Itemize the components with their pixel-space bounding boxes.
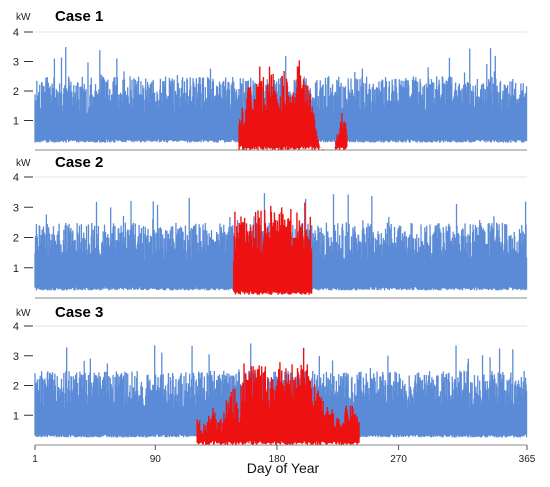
panel-1-plot-area — [34, 31, 528, 151]
x-axis-title: Day of Year — [247, 460, 320, 476]
panel-3-y-tick-label-1: 1 — [13, 410, 19, 422]
panel-case-1: kW Case 1 1 2 3 4 — [13, 8, 528, 151]
x-tick-label-90: 90 — [150, 454, 162, 465]
panel-1-y-tick-label-4: 4 — [13, 27, 19, 39]
x-tick-label-180: 180 — [269, 454, 286, 465]
panel-3-series-highlight — [196, 347, 360, 445]
panel-3-title: Case 3 — [55, 304, 103, 321]
panel-1-y-tick-label-3: 3 — [13, 57, 19, 69]
panel-2-y-axis: 1 2 3 4 — [13, 172, 33, 275]
panel-1-y-tick-label-1: 1 — [13, 116, 19, 128]
x-axis: 1 90 180 270 365 — [32, 445, 536, 465]
panel-2-y-tick-label-4: 4 — [13, 172, 19, 184]
panel-case-3: kW Case 3 1 2 3 4 — [13, 304, 528, 446]
panel-1-highlight-trace — [238, 60, 348, 150]
panel-2-y-tick-label-1: 1 — [13, 263, 19, 275]
panel-3-y-tick-label-3: 3 — [13, 351, 19, 363]
panel-1-y-tick-label-2: 2 — [13, 86, 19, 98]
panel-2-series-highlight — [232, 202, 313, 295]
panel-3-plot-area — [34, 325, 528, 446]
x-tick-label-1: 1 — [32, 454, 38, 465]
panel-1-unit-label: kW — [16, 12, 31, 23]
panel-case-2: kW Case 2 1 2 3 4 — [13, 154, 528, 299]
panel-3-y-tick-label-4: 4 — [13, 321, 19, 333]
panel-3-highlight-trace — [196, 347, 360, 445]
panel-3-y-tick-label-2: 2 — [13, 381, 19, 393]
panel-2-y-tick-label-2: 2 — [13, 233, 19, 245]
panel-1-y-axis: 1 2 3 4 — [13, 27, 33, 128]
panel-2-title: Case 2 — [55, 154, 103, 171]
panel-2-highlight-trace — [232, 202, 313, 295]
panel-3-y-axis: 1 2 3 4 — [13, 321, 33, 422]
panel-1-title: Case 1 — [55, 8, 103, 25]
x-tick-label-270: 270 — [390, 454, 407, 465]
panel-1-series-highlight — [238, 60, 348, 150]
panel-2-unit-label: kW — [16, 158, 31, 169]
x-tick-label-365: 365 — [519, 454, 536, 465]
panel-3-unit-label: kW — [16, 308, 31, 319]
panel-2-plot-area — [34, 176, 528, 299]
panel-2-y-tick-label-3: 3 — [13, 202, 19, 214]
